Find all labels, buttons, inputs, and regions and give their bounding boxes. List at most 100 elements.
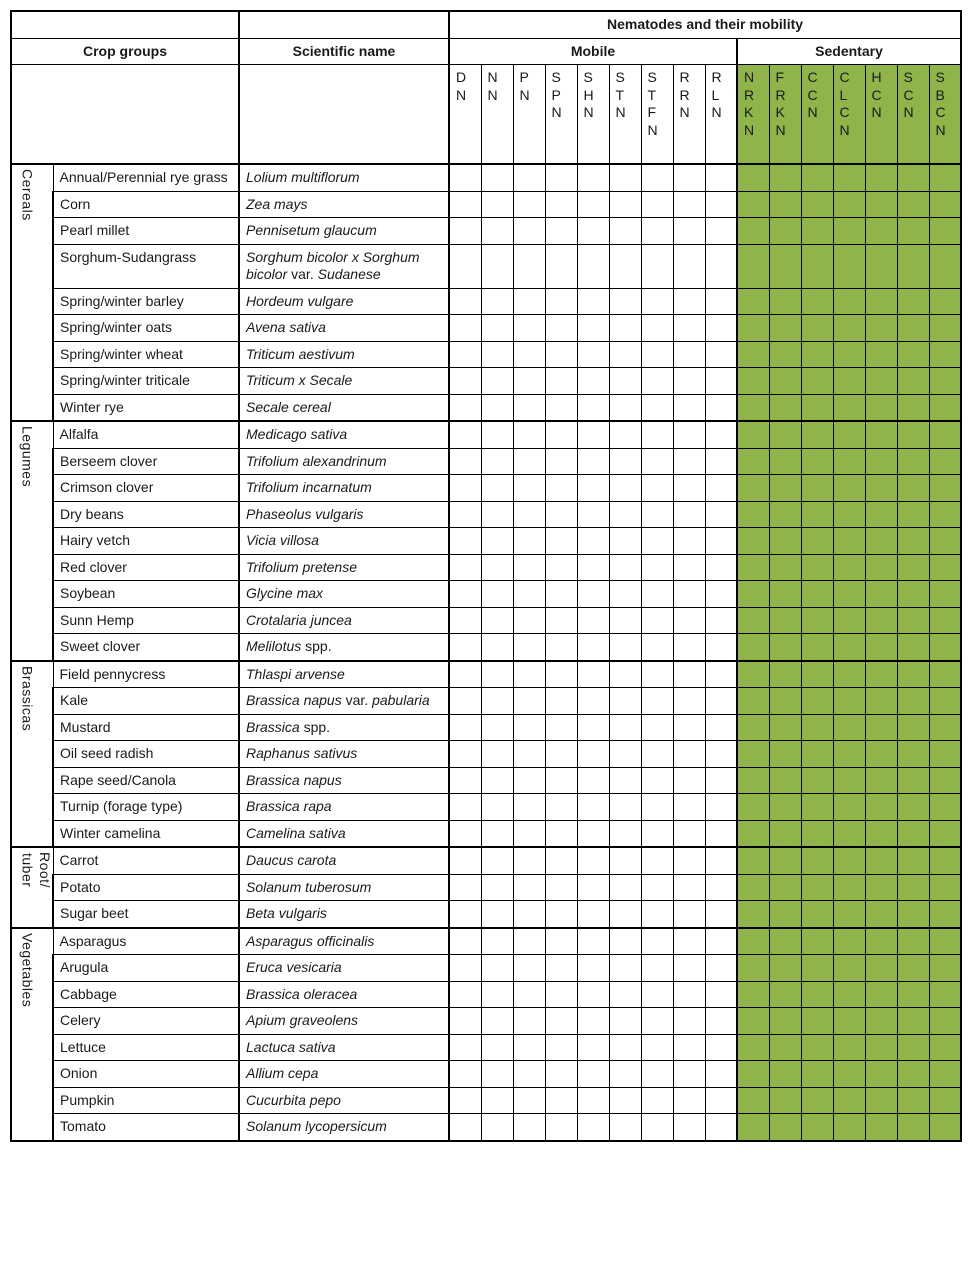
- scientific-name: Trifolium incarnatum: [239, 475, 449, 502]
- nematode-cell: [897, 244, 929, 288]
- nematode-cell: [865, 528, 897, 555]
- nematode-cell: [833, 1061, 865, 1088]
- nematode-cell: [545, 341, 577, 368]
- nematode-cell: [833, 955, 865, 982]
- crop-name: Berseem clover: [53, 448, 239, 475]
- nematode-cell: [545, 1008, 577, 1035]
- nematode-cell: [449, 607, 481, 634]
- nematode-cell: [609, 501, 641, 528]
- nematode-cell: [833, 288, 865, 315]
- nematode-cell: [737, 847, 769, 874]
- nematode-cell: [481, 448, 513, 475]
- nematode-cell: [673, 288, 705, 315]
- nematode-cell: [673, 928, 705, 955]
- nematode-cell: [705, 767, 737, 794]
- nematode-cell: [705, 1061, 737, 1088]
- table-row: Turnip (forage type)Brassica rapa: [11, 794, 961, 821]
- table-row: CornZea mays: [11, 191, 961, 218]
- nematode-cell: [929, 1008, 961, 1035]
- nematode-cell: [641, 607, 673, 634]
- nematode-cell: [609, 244, 641, 288]
- nematode-cell: [545, 1087, 577, 1114]
- nematode-cell: [449, 581, 481, 608]
- nematode-cell: [545, 955, 577, 982]
- crop-name: Spring/winter wheat: [53, 341, 239, 368]
- nematode-cell: [769, 528, 801, 555]
- nematode-cell: [705, 955, 737, 982]
- nematode-code-dn: DN: [449, 65, 481, 165]
- nematode-cell: [769, 164, 801, 191]
- nematode-cell: [641, 794, 673, 821]
- nematode-cell: [769, 394, 801, 421]
- table-row: Berseem cloverTrifolium alexandrinum: [11, 448, 961, 475]
- nematode-cell: [769, 1034, 801, 1061]
- nematode-cell: [705, 164, 737, 191]
- scientific-name: Secale cereal: [239, 394, 449, 421]
- nematode-cell: [481, 741, 513, 768]
- nematode-cell: [577, 288, 609, 315]
- nematode-cell: [545, 634, 577, 661]
- nematode-cell: [897, 501, 929, 528]
- nematode-cell: [865, 1008, 897, 1035]
- nematode-cell: [897, 928, 929, 955]
- nematode-cell: [865, 554, 897, 581]
- nematode-cell: [481, 1114, 513, 1141]
- nematode-cell: [929, 1034, 961, 1061]
- nematode-cell: [609, 928, 641, 955]
- crop-name: Spring/winter barley: [53, 288, 239, 315]
- nematode-cell: [769, 1008, 801, 1035]
- nematode-cell: [641, 1114, 673, 1141]
- nematode-cell: [929, 501, 961, 528]
- nematode-cell: [609, 341, 641, 368]
- nematode-cell: [513, 315, 545, 342]
- nematode-cell: [641, 528, 673, 555]
- nematode-cell: [577, 581, 609, 608]
- group-label-root-tuber: Root/ tuber: [11, 847, 53, 928]
- nematode-code-clcn: CLCN: [833, 65, 865, 165]
- crop-name: Soybean: [53, 581, 239, 608]
- table-row: Spring/winter wheatTriticum aestivum: [11, 341, 961, 368]
- nematode-cell: [801, 394, 833, 421]
- nematode-cell: [865, 448, 897, 475]
- nematode-cell: [641, 981, 673, 1008]
- nematode-cell: [545, 475, 577, 502]
- nematode-cell: [673, 1114, 705, 1141]
- nematode-cell: [865, 368, 897, 395]
- nematode-cell: [705, 794, 737, 821]
- nematode-cell: [481, 394, 513, 421]
- scientific-name: Solanum lycopersicum: [239, 1114, 449, 1141]
- nematode-cell: [513, 981, 545, 1008]
- nematode-cell: [449, 767, 481, 794]
- nematode-cell: [577, 164, 609, 191]
- nematode-code-ccn: CCN: [801, 65, 833, 165]
- crop-name: Red clover: [53, 554, 239, 581]
- nematode-cell: [641, 244, 673, 288]
- table-row: VegetablesAsparagusAsparagus officinalis: [11, 928, 961, 955]
- nematode-cell: [641, 874, 673, 901]
- nematode-cell: [897, 607, 929, 634]
- nematode-cell: [513, 874, 545, 901]
- nematode-cell: [513, 394, 545, 421]
- crop-name: Annual/Perennial rye grass: [53, 164, 239, 191]
- nematode-cell: [865, 661, 897, 688]
- nematode-cell: [481, 218, 513, 245]
- nematode-cell: [609, 955, 641, 982]
- nematode-cell: [929, 634, 961, 661]
- nematode-cell: [609, 288, 641, 315]
- table-row: Rape seed/CanolaBrassica napus: [11, 767, 961, 794]
- nematode-cell: [513, 741, 545, 768]
- nematode-cell: [577, 661, 609, 688]
- nematode-cell: [705, 581, 737, 608]
- nematode-cell: [929, 1114, 961, 1141]
- nematode-cell: [609, 767, 641, 794]
- nematode-cell: [705, 714, 737, 741]
- nematode-cell: [673, 475, 705, 502]
- nematode-cell: [577, 820, 609, 847]
- nematode-cell: [449, 928, 481, 955]
- nematode-cell: [769, 1087, 801, 1114]
- nematode-cell: [513, 218, 545, 245]
- crop-name: Mustard: [53, 714, 239, 741]
- nematode-cell: [737, 394, 769, 421]
- nematode-cell: [481, 820, 513, 847]
- nematode-cell: [705, 448, 737, 475]
